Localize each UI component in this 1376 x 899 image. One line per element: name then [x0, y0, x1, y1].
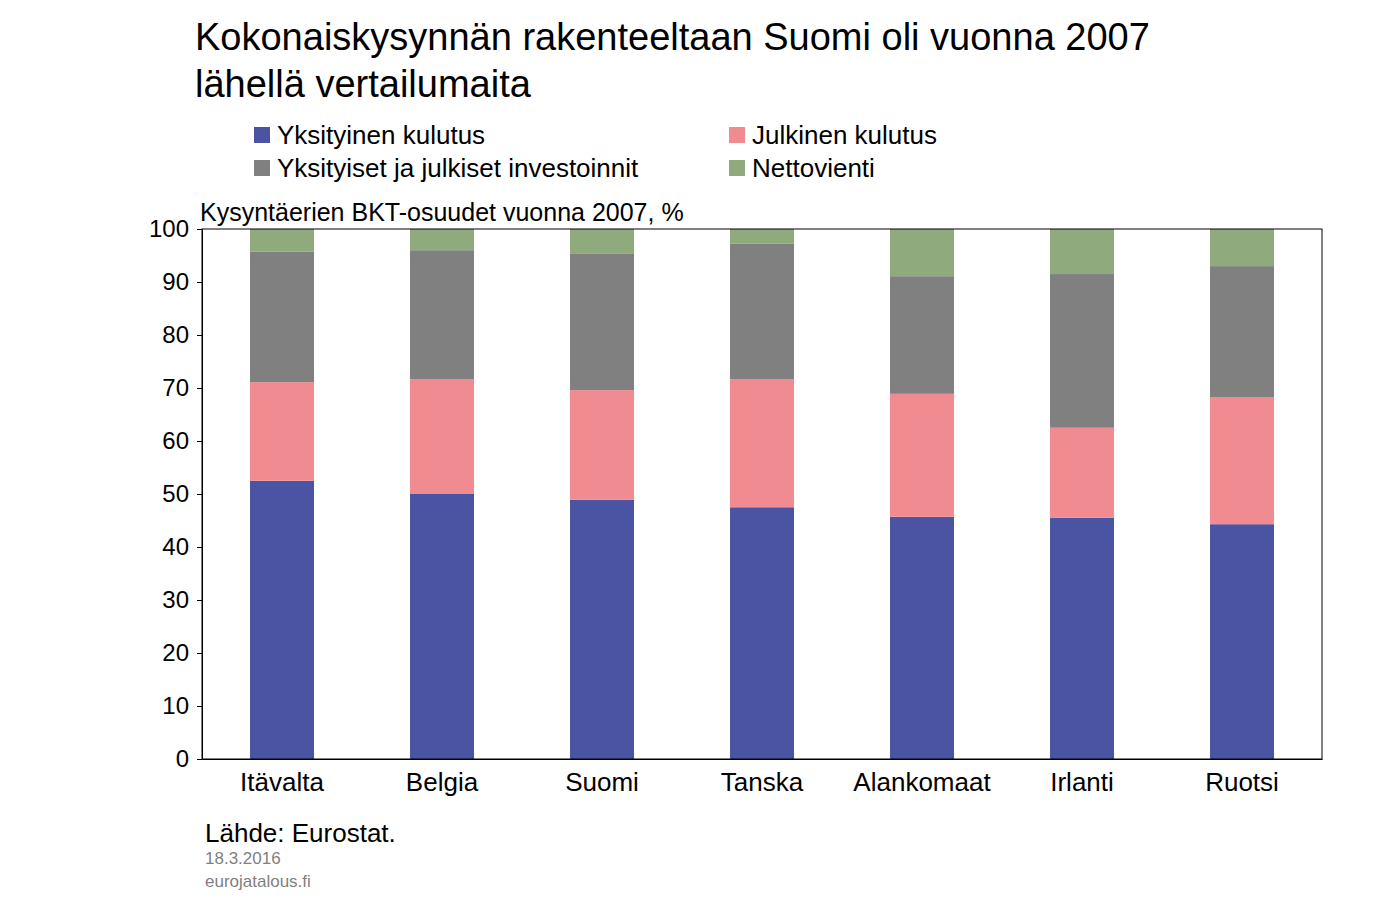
bar-segment — [890, 229, 954, 276]
bar-segment — [410, 379, 474, 494]
tick: Suomi — [565, 759, 639, 797]
tick: 40 — [162, 533, 202, 560]
y-axis: 0 10 20 30 40 50 60 70 80 90 100 — [149, 215, 203, 772]
tick: Itävalta — [240, 759, 324, 797]
tick-label: 40 — [162, 533, 189, 560]
legend: Yksityinen kulutus Julkinen kulutus Yksity… — [254, 120, 937, 183]
tick-mark — [197, 388, 202, 389]
tick-label: 20 — [162, 639, 189, 666]
bar-segment — [250, 252, 314, 382]
bar-segment — [250, 382, 314, 481]
tick-label: 100 — [149, 215, 189, 242]
legend-swatch — [729, 127, 745, 143]
tick-label: 50 — [162, 480, 189, 507]
tick-label: Ruotsi — [1205, 767, 1279, 797]
legend-swatch — [729, 160, 745, 176]
tick-label: Alankomaat — [853, 767, 991, 797]
subtitle: Kysyntäerien BKT-osuudet vuonna 2007, % — [200, 198, 684, 226]
bar-segment — [1210, 397, 1274, 524]
tick-mark — [197, 229, 202, 230]
tick-label: Itävalta — [240, 767, 324, 797]
bar-segment — [1050, 274, 1114, 428]
legend-label: Julkinen kulutus — [752, 120, 937, 150]
bar-segment — [570, 229, 634, 254]
tick-label: Irlanti — [1050, 767, 1114, 797]
plot-frame — [202, 229, 1322, 759]
tick-mark — [197, 441, 202, 442]
bar-segment — [250, 481, 314, 759]
bar-segment — [730, 229, 794, 244]
bar-segment — [730, 507, 794, 759]
tick-label: 0 — [176, 745, 189, 772]
tick-label: Tanska — [721, 767, 804, 797]
tick: 100 — [149, 215, 202, 242]
tick: 60 — [162, 427, 202, 454]
bar-segment — [1210, 524, 1274, 759]
bar-segment — [410, 494, 474, 759]
source: Lähde: Eurostat. — [205, 818, 396, 848]
series — [250, 481, 1274, 759]
bar-segment — [570, 254, 634, 390]
tick-label: 60 — [162, 427, 189, 454]
tick-mark — [197, 600, 202, 601]
bar-segment — [1050, 428, 1114, 518]
bar-segment — [1210, 266, 1274, 397]
tick-label: Suomi — [565, 767, 639, 797]
bar-segment — [570, 390, 634, 500]
bar-segment — [890, 394, 954, 517]
tick: Belgia — [406, 759, 479, 797]
legend-swatch — [254, 127, 270, 143]
bar-segment — [730, 379, 794, 507]
tick: Irlanti — [1050, 759, 1114, 797]
bar-segment — [250, 229, 314, 252]
bars — [250, 229, 1274, 759]
tick: 90 — [162, 268, 202, 295]
tick: 80 — [162, 321, 202, 348]
legend-label: Yksityiset ja julkiset investoinnit — [277, 153, 639, 183]
tick-mark — [197, 494, 202, 495]
chart: Kokonaiskysynnän rakenteeltaan Suomi oli… — [0, 0, 1376, 899]
tick: Tanska — [721, 759, 804, 797]
bar-segment — [410, 229, 474, 250]
bar-segment — [410, 250, 474, 379]
legend-label: Nettovienti — [752, 153, 875, 183]
x-axis: Itävalta Belgia Suomi Tanska Alankomaat Irlan… — [203, 759, 1323, 797]
tick-mark — [197, 282, 202, 283]
tick: Alankomaat — [853, 759, 991, 797]
tick-label: 90 — [162, 268, 189, 295]
date: 18.3.2016 — [205, 849, 281, 868]
tick: 10 — [162, 692, 202, 719]
series — [250, 379, 1274, 524]
bar-segment — [1050, 229, 1114, 274]
tick-label: Belgia — [406, 767, 479, 797]
tick: 0 — [176, 745, 202, 772]
legend-label: Yksityinen kulutus — [277, 120, 485, 150]
series — [250, 244, 1274, 428]
legend-swatch — [254, 160, 270, 176]
title: Kokonaiskysynnän rakenteeltaan Suomi oli… — [195, 16, 1150, 105]
tick-mark — [197, 335, 202, 336]
bar-segment — [1050, 518, 1114, 759]
tick-mark — [197, 759, 202, 760]
tick: 50 — [162, 480, 202, 507]
site: eurojatalous.fi — [205, 872, 311, 891]
bar-segment — [1210, 229, 1274, 266]
bar-segment — [730, 244, 794, 379]
tick-mark — [197, 653, 202, 654]
bar-segment — [570, 500, 634, 759]
tick-label: 30 — [162, 586, 189, 613]
tick: 70 — [162, 374, 202, 401]
bar-segment — [890, 517, 954, 759]
tick: 20 — [162, 639, 202, 666]
tick-mark — [197, 547, 202, 548]
tick: 30 — [162, 586, 202, 613]
bar-segment — [890, 276, 954, 394]
tick-label: 80 — [162, 321, 189, 348]
tick-label: 70 — [162, 374, 189, 401]
tick-mark — [197, 706, 202, 707]
series — [250, 229, 1274, 276]
tick: Ruotsi — [1205, 759, 1279, 797]
tick-label: 10 — [162, 692, 189, 719]
